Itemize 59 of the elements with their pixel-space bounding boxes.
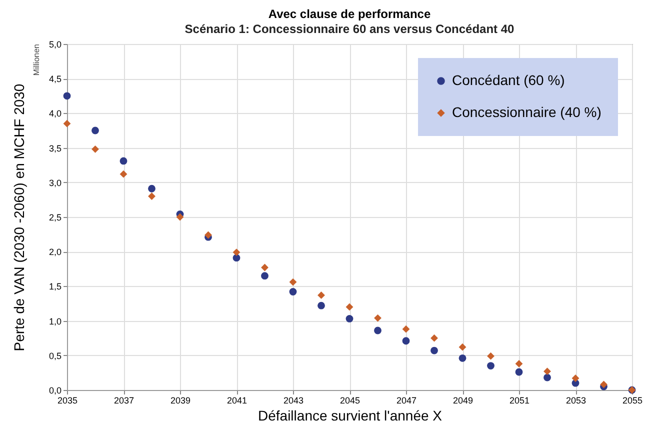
point	[402, 337, 410, 345]
point	[148, 184, 156, 192]
y-tick-label: 1,0	[48, 316, 62, 326]
y-tick-label: 1,5	[48, 282, 62, 292]
point	[374, 326, 382, 334]
text: Millionen	[32, 44, 41, 76]
y-tick-label: 0,0	[48, 386, 62, 396]
y-tick-label: 4,0	[48, 108, 62, 119]
y-tick-label: 2,0	[48, 247, 62, 258]
x-tick-label: 2049	[452, 396, 474, 406]
y-tick-label: 4,5	[48, 74, 62, 84]
point	[120, 157, 128, 165]
x-tick-label: 2043	[283, 396, 304, 406]
point	[232, 248, 240, 256]
point	[346, 303, 354, 311]
point	[120, 170, 128, 178]
x-tick-label: 2035	[57, 396, 78, 406]
point	[515, 368, 523, 376]
point	[515, 360, 523, 368]
x-tick-label: 2041	[226, 396, 248, 406]
point	[458, 343, 466, 351]
point	[63, 120, 71, 128]
point	[63, 92, 71, 100]
chart-subtitle: Scénario 1: Concessionnaire 60 ans versus Concédant 40	[184, 22, 515, 36]
point	[318, 302, 325, 310]
point	[458, 354, 466, 362]
y-tick-label: 3,5	[48, 143, 62, 154]
point	[176, 213, 184, 221]
x-axis-title: Défaillance survient l'année X	[258, 408, 443, 424]
point	[402, 325, 410, 333]
point	[430, 334, 438, 342]
x-tick-label: 2053	[566, 396, 586, 406]
point	[430, 346, 438, 354]
x-tick-label: 2055	[622, 396, 643, 406]
x-tick-label: 2047	[396, 396, 417, 406]
y-tick-label: 5,0	[48, 40, 62, 50]
x-tick-label: 2045	[340, 396, 360, 406]
point	[544, 374, 551, 382]
legend-label: Concédant (60 %)	[452, 72, 565, 88]
point	[261, 272, 268, 280]
chart-title: Avec clause de performance	[268, 7, 431, 21]
x-tick-label: 2039	[170, 396, 191, 406]
y-tick-label: 3,0	[48, 178, 62, 188]
point	[92, 126, 99, 134]
legend-label: Concessionnaire (40 %)	[452, 104, 602, 120]
point	[346, 315, 354, 322]
y-tick-label: 2,5	[48, 212, 62, 222]
y-tick-label: 0,5	[48, 350, 62, 361]
point	[544, 368, 551, 376]
point	[92, 145, 99, 153]
point	[318, 291, 325, 299]
point	[487, 362, 494, 370]
point	[487, 352, 494, 360]
x-tick-label: 2037	[114, 396, 134, 406]
y-axis-title: Perte de VAN (2030 -2060) en MCHF 2030	[10, 84, 27, 352]
point	[148, 192, 156, 200]
x-tick-label: 2051	[509, 396, 530, 406]
point	[289, 278, 297, 286]
point	[289, 288, 297, 296]
